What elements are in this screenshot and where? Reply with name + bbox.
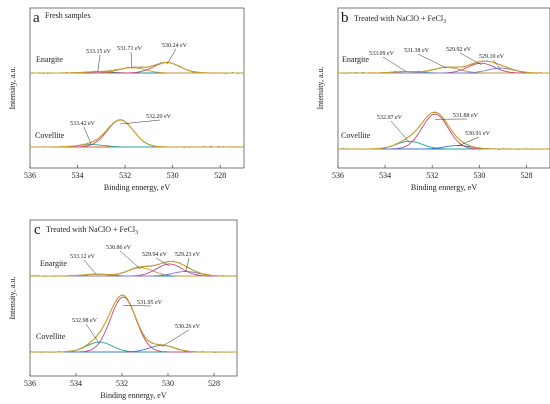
- peak-label: 531.38 eV: [404, 48, 430, 54]
- sample-label: Enargite: [342, 55, 369, 64]
- series-enargite: Enargite 533.15 eV 531.71 eV 530.24 eV: [29, 43, 245, 75]
- x-tick-label: 534: [379, 171, 391, 180]
- peak-label: 529.23 eV: [175, 252, 201, 258]
- peak-label: 530.86 eV: [106, 245, 132, 251]
- leader-line: [166, 48, 177, 65]
- leader-line: [492, 59, 501, 69]
- peak-label: 532.98 eV: [72, 318, 98, 324]
- x-tick-label: 536: [24, 171, 36, 180]
- sample-label: Enargite: [40, 259, 67, 268]
- leader-line: [459, 52, 482, 65]
- peak-label: 533.15 eV: [86, 49, 112, 55]
- panel-letter: a: [33, 10, 40, 26]
- component-peak: [338, 66, 550, 74]
- x-tick-label: 532: [119, 171, 131, 180]
- peak-label: 529.92 eV: [446, 47, 472, 53]
- panel-title-text: Fresh samples: [45, 11, 91, 20]
- sample-label: Covellite: [341, 131, 371, 140]
- panel-letter: c: [34, 222, 41, 238]
- leader-line: [130, 51, 133, 69]
- sample-label: Enargite: [36, 55, 63, 64]
- panel-title: Fresh samples: [45, 11, 91, 20]
- leader-line: [97, 54, 101, 72]
- raw-spectrum: [30, 294, 238, 354]
- panel-title-subscript: 3: [443, 19, 446, 25]
- leader-line: [417, 53, 447, 69]
- plot-frame: [29, 7, 245, 169]
- component-peak: [30, 296, 237, 353]
- fitted-envelope: [338, 60, 550, 74]
- x-tick-label: 536: [332, 171, 344, 180]
- panel-a: a Fresh samples 536 534 532 530 528 Binding enn…: [8, 7, 245, 192]
- x-tick-label: 532: [426, 171, 438, 180]
- peak-label: 533.09 eV: [369, 51, 395, 57]
- panel-title: Treated with NaClO + FeCl3: [46, 225, 138, 236]
- peak-label: 530.24 eV: [162, 43, 188, 49]
- leader-line: [161, 329, 190, 347]
- leader-line: [155, 257, 170, 267]
- peak-label: 533.42 eV: [70, 121, 96, 127]
- series-covellite: Covellite 533.42 eV 532.20 eV: [29, 114, 245, 149]
- x-axis-label: Binding ennergy, eV: [411, 183, 477, 192]
- peak-label: 529.10 eV: [479, 54, 505, 60]
- leader-line: [457, 136, 480, 147]
- x-axis-label: Binding ennergy, eV: [100, 391, 166, 400]
- peak-label: 530.26 eV: [175, 324, 201, 330]
- fitted-envelope: [30, 119, 244, 148]
- panel-title-text: Treated with NaClO + FeCl: [46, 225, 136, 234]
- peak-label: 532.97 eV: [377, 115, 403, 121]
- x-tick-label: 534: [70, 379, 82, 388]
- y-axis-label: Intensity, a.u.: [8, 276, 17, 319]
- fitted-envelope: [30, 294, 237, 353]
- component-peak: [30, 341, 237, 353]
- peak-label: 533.12 eV: [70, 254, 96, 260]
- series-covellite: Covellite 532.97 eV 531.88 eV 530.91 eV: [337, 111, 550, 151]
- panel-b: b Treated with NaClO + FeCl3 536 534 532 530 5…: [316, 7, 550, 192]
- x-tick-label: 534: [72, 171, 84, 180]
- x-tick-label: 528: [208, 379, 220, 388]
- panel-title-text: Treated with NaClO + FeCl: [354, 14, 444, 23]
- peak-label: 531.95 eV: [137, 300, 163, 306]
- component-peak: [338, 140, 550, 150]
- panel-title-subscript: 3: [135, 230, 138, 236]
- plot-frame: [337, 7, 550, 169]
- leader-line: [382, 56, 407, 73]
- leader-line: [123, 305, 152, 307]
- panel-c: c Treated with NaClO + FeCl3 536 534 532 530 5…: [8, 219, 238, 400]
- x-tick-label: 530: [473, 171, 485, 180]
- x-tick-label: 532: [116, 379, 128, 388]
- x-tick-label: 528: [520, 171, 532, 180]
- component-peak: [30, 344, 237, 353]
- leader-line: [119, 250, 141, 270]
- sample-label: Covellite: [35, 131, 65, 140]
- plot-frame: [29, 219, 238, 377]
- fitted-envelope: [30, 61, 244, 74]
- fitted-envelope: [30, 260, 237, 277]
- peak-label: 530.91 eV: [465, 131, 491, 137]
- leader-line: [120, 119, 161, 125]
- peak-label: 529.94 eV: [142, 252, 168, 258]
- series-covellite: Covellite 532.98 eV 531.95 eV 530.26 eV: [30, 294, 238, 354]
- peak-label: 531.71 eV: [117, 46, 143, 52]
- leader-line: [83, 259, 97, 275]
- x-tick-label: 530: [162, 379, 174, 388]
- x-tick-label: 530: [167, 171, 179, 180]
- peak-label: 531.88 eV: [453, 113, 479, 119]
- y-axis-label: Intensity, a.u.: [316, 66, 325, 109]
- leader-line: [185, 257, 190, 273]
- x-tick-label: 536: [24, 379, 36, 388]
- y-axis-label: Intensity, a.u.: [8, 66, 17, 109]
- panel-title: Treated with NaClO + FeCl3: [354, 14, 446, 25]
- leader-line: [85, 323, 100, 344]
- leader-line: [390, 120, 410, 143]
- x-tick-label: 528: [214, 171, 226, 180]
- panel-letter: b: [341, 10, 349, 26]
- peak-label: 532.20 eV: [146, 114, 172, 120]
- sample-label: Covellite: [36, 332, 66, 341]
- leader-line: [83, 126, 92, 146]
- x-axis-label: Binding ennergy, eV: [104, 183, 170, 192]
